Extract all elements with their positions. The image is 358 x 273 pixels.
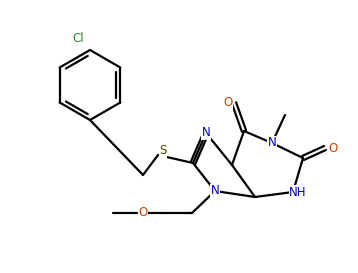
Text: O: O [328, 141, 338, 155]
Text: O: O [223, 96, 233, 109]
Text: O: O [139, 206, 147, 219]
Text: S: S [159, 144, 167, 158]
Text: N: N [268, 136, 276, 150]
Text: NH: NH [289, 185, 307, 198]
Text: N: N [202, 126, 211, 140]
Text: N: N [211, 185, 219, 197]
Text: Cl: Cl [72, 32, 84, 46]
